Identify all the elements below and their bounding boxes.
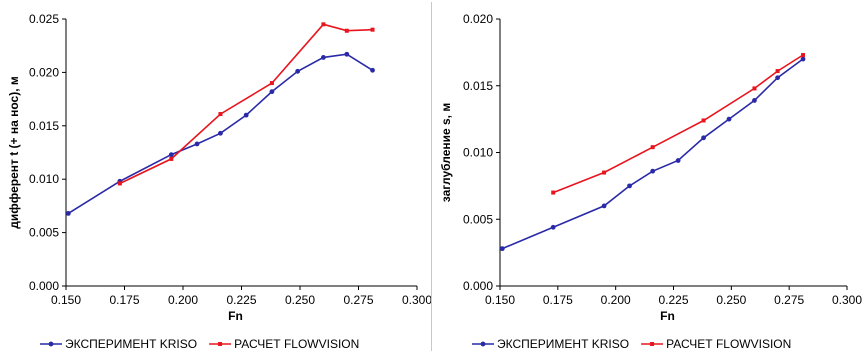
y-tick-label: 0.010 [463, 146, 493, 160]
data-point [321, 55, 326, 60]
data-point [168, 152, 174, 158]
data-point [800, 56, 806, 62]
data-point [551, 190, 556, 195]
legend-label: РАСЧЕТ FLOWVISION [234, 337, 359, 351]
data-point [370, 27, 375, 32]
data-point [499, 246, 505, 252]
data-point [701, 118, 706, 123]
legend-marker [650, 342, 655, 346]
x-tick-label: 0.175 [109, 293, 139, 307]
legend-label: ЭКСПЕРИМЕНТ KRISO [497, 337, 629, 351]
data-point [117, 181, 122, 186]
data-point [218, 112, 223, 117]
data-point [344, 28, 349, 33]
data-point [650, 168, 656, 174]
x-tick-label: 0.275 [343, 293, 373, 307]
data-point [269, 89, 275, 95]
y-tick-label: 0.005 [463, 212, 493, 226]
x-tick-label: 0.200 [168, 293, 198, 307]
data-point [601, 203, 607, 209]
x-tick-label: 0.300 [832, 293, 862, 307]
data-point [801, 53, 806, 58]
y-tick-label: 0.015 [29, 119, 59, 133]
x-tick-label: 0.275 [774, 293, 804, 307]
y-tick-label: 0.015 [463, 79, 493, 93]
sinkage-chart-panel: 0.000 0.005 0.010 0.015 0.020 0.150 0.175 0.200… [432, 0, 866, 353]
data-point [752, 86, 757, 91]
x-tick-label: 0.150 [485, 293, 515, 307]
data-point [650, 145, 655, 150]
x-axis-title: Fn [660, 309, 675, 323]
data-point [550, 224, 556, 230]
y-tick-label: 0.005 [29, 226, 59, 240]
data-point [344, 51, 350, 57]
y-tick-label: 0.025 [29, 12, 59, 26]
data-point [726, 116, 732, 122]
data-point [295, 68, 301, 74]
legend-marker [480, 341, 486, 347]
x-tick-label: 0.225 [658, 293, 688, 307]
trim-chart-panel: 0.000 0.005 0.010 0.015 0.020 0.025 0.150 0.175… [0, 0, 432, 353]
data-point [602, 170, 607, 175]
data-point [627, 183, 632, 189]
legend: ЭКСПЕРИМЕНТ KRISO РАСЧЕТ FLOWVISION [472, 337, 791, 351]
data-point [218, 130, 223, 136]
sinkage-chart: 0.000 0.005 0.010 0.015 0.020 0.150 0.175 0.200… [439, 12, 862, 351]
trim-chart: 0.000 0.005 0.010 0.015 0.020 0.025 0.150 0.175… [7, 12, 432, 351]
y-tick-label: 0.000 [463, 279, 493, 293]
y-tick-label: 0.020 [463, 12, 493, 26]
data-point [701, 135, 706, 141]
data-point [370, 67, 375, 73]
data-point [321, 22, 326, 27]
data-point [775, 75, 780, 81]
x-tick-label: 0.200 [601, 293, 631, 307]
y-tick-label: 0.000 [29, 279, 59, 293]
legend: ЭКСПЕРИМЕНТ KRISO РАСЧЕТ FLOWVISION [40, 337, 359, 351]
x-tick-label: 0.300 [402, 293, 432, 307]
data-point [675, 158, 681, 163]
y-tick-label: 0.020 [29, 65, 59, 79]
panel-divider [431, 2, 432, 351]
x-tick-label: 0.150 [51, 293, 81, 307]
legend-label: ЭКСПЕРИМЕНТ KRISO [65, 337, 197, 351]
y-axis-title: дифферент t (+ на нос), м [7, 76, 21, 229]
x-axis-title: Fn [228, 309, 243, 323]
x-tick-label: 0.250 [285, 293, 315, 307]
x-tick-label: 0.175 [543, 293, 573, 307]
series-line-0 [501, 58, 804, 250]
y-axis-title: заглубление s, м [439, 103, 453, 203]
x-tick-label: 0.225 [226, 293, 256, 307]
legend-label: РАСЧЕТ FLOWVISION [666, 337, 791, 351]
x-tick-label: 0.250 [716, 293, 746, 307]
data-point [752, 98, 757, 103]
data-point [775, 69, 780, 74]
data-point [243, 112, 249, 118]
series-line-1 [552, 54, 804, 194]
data-point [65, 210, 71, 216]
legend-marker [48, 341, 54, 347]
data-point [169, 156, 174, 161]
data-point [194, 141, 200, 147]
y-tick-label: 0.010 [29, 172, 59, 186]
data-point [269, 81, 274, 86]
legend-marker [218, 342, 223, 346]
series-line-1 [119, 23, 373, 185]
